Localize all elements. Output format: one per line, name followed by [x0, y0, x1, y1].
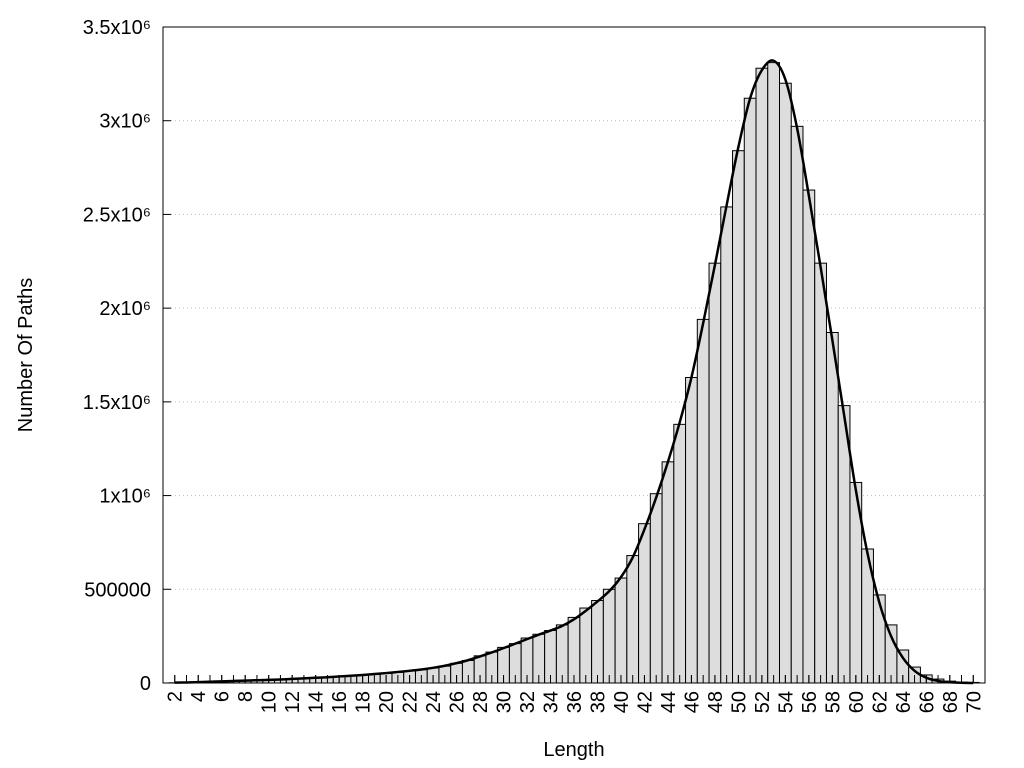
x-tick-label: 64 — [893, 691, 915, 713]
bar — [708, 262, 722, 684]
y-tick-label: 3x10⁶ — [99, 111, 151, 133]
x-tick-label: 52 — [752, 691, 774, 713]
x-tick-label: 30 — [494, 691, 516, 713]
x-tick-label: 56 — [799, 691, 821, 713]
bar — [649, 493, 663, 684]
bar — [767, 62, 780, 684]
bar — [779, 82, 792, 684]
x-tick-label: 58 — [822, 691, 844, 713]
x-tick-label: 14 — [306, 691, 328, 713]
bar — [732, 150, 745, 684]
fit-line — [174, 59, 974, 685]
bar — [790, 125, 804, 684]
x-tick-label: 6 — [212, 691, 234, 702]
y-tick-label: 1x10⁶ — [99, 486, 151, 508]
x-tick-label: 22 — [400, 691, 422, 713]
x-tick-label: 50 — [728, 691, 750, 713]
bar — [872, 594, 886, 684]
plot-frame — [162, 26, 986, 684]
x-tick-label: 70 — [963, 691, 985, 713]
bar — [602, 588, 616, 684]
y-tick-label: 2.5x10⁶ — [83, 204, 151, 226]
bar — [720, 206, 734, 684]
y-tick-label: 3.5x10⁶ — [83, 17, 151, 39]
x-tick-label: 20 — [376, 691, 398, 713]
bar — [825, 332, 839, 684]
bar — [673, 423, 687, 684]
x-tick-label: 24 — [423, 691, 445, 713]
x-tick-label: 34 — [541, 691, 563, 713]
x-tick-label: 60 — [846, 691, 868, 713]
x-tick-label: 44 — [658, 691, 680, 713]
x-tick-label: 46 — [681, 691, 703, 713]
x-tick-label: 4 — [188, 691, 210, 702]
x-tick-label: 40 — [611, 691, 633, 713]
y-tick-label: 0 — [140, 673, 151, 695]
x-tick-label: 38 — [587, 691, 609, 713]
x-tick-label: 26 — [447, 691, 469, 713]
bar — [555, 624, 569, 684]
bar — [591, 600, 604, 684]
x-tick-label: 16 — [329, 691, 351, 713]
x-tick-label: 54 — [775, 691, 797, 713]
bar — [579, 607, 593, 684]
bar — [814, 262, 827, 684]
x-tick-label: 8 — [235, 691, 257, 702]
x-tick-label: 12 — [282, 691, 304, 713]
y-axis-label: Number Of Paths — [15, 278, 37, 433]
y-tick-label: 500000 — [84, 579, 151, 601]
bar — [685, 376, 698, 684]
bar — [661, 461, 675, 684]
x-tick-label: 68 — [940, 691, 962, 713]
x-axis-label: Length — [543, 739, 604, 761]
x-tick-label: 28 — [470, 691, 492, 713]
bar — [755, 67, 769, 684]
x-tick-label: 36 — [564, 691, 586, 713]
x-tick-label: 42 — [634, 691, 656, 713]
bar — [567, 616, 581, 684]
x-tick-label: 48 — [705, 691, 727, 713]
bar — [743, 97, 757, 684]
bar — [802, 189, 816, 684]
x-tick-label: 10 — [259, 691, 281, 713]
x-tick-label: 66 — [916, 691, 938, 713]
bar — [696, 318, 710, 684]
bar — [626, 555, 640, 684]
x-tick-label: 18 — [353, 691, 375, 713]
x-tick-label: 2 — [165, 691, 187, 702]
bar — [638, 523, 651, 684]
y-tick-label: 2x10⁶ — [99, 298, 151, 320]
bar — [614, 577, 628, 684]
x-tick-label: 32 — [517, 691, 539, 713]
y-tick-label: 1.5x10⁶ — [83, 392, 151, 414]
x-tick-label: 62 — [869, 691, 891, 713]
